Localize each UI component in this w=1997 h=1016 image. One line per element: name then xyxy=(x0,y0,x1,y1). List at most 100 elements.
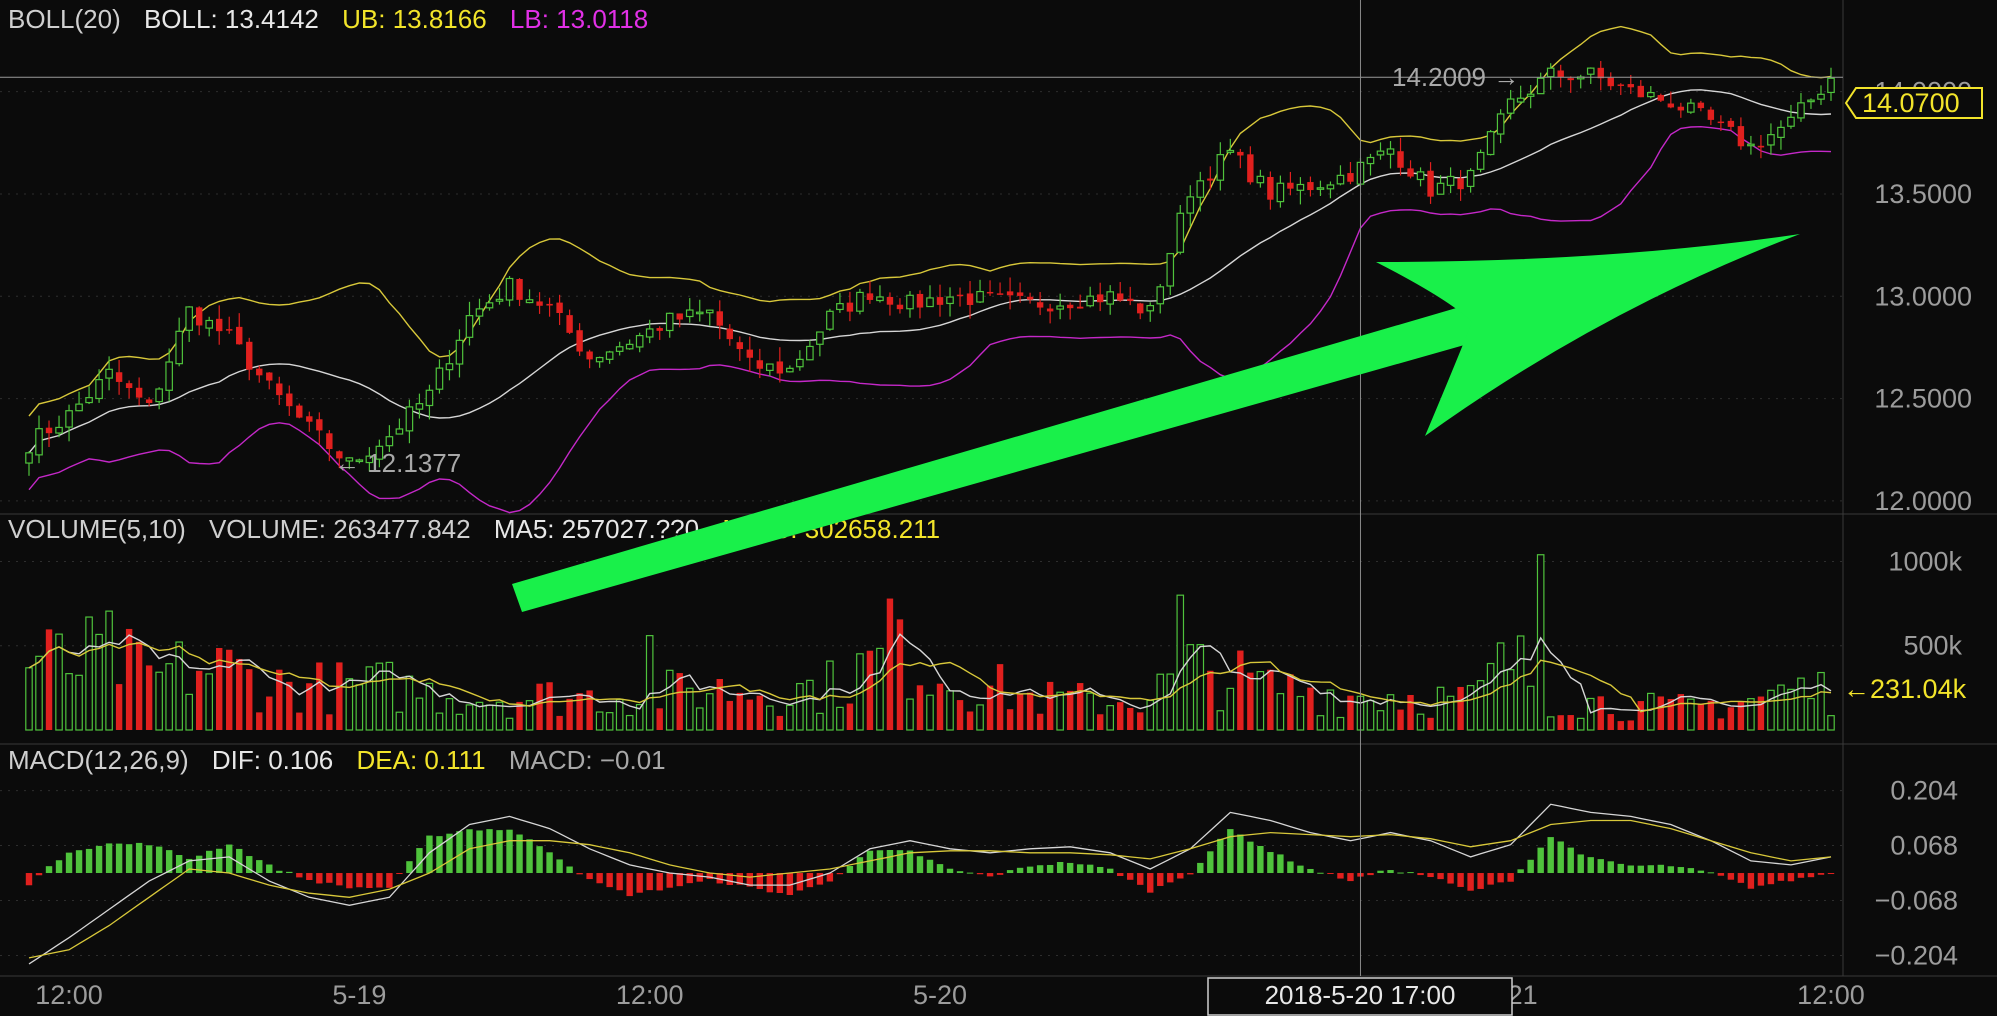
volume-bar-up xyxy=(705,693,714,731)
macd-bar-positive xyxy=(1076,864,1084,874)
macd-bar-positive xyxy=(1016,867,1024,874)
macd-bar-positive xyxy=(556,859,563,874)
volume-bar-down xyxy=(276,669,283,730)
candle-body-up xyxy=(856,291,864,312)
volume-bar-down xyxy=(716,678,723,730)
candle-body-up xyxy=(695,311,704,315)
volume-bar-down xyxy=(125,628,133,730)
macd-bar-positive xyxy=(226,844,233,874)
candle-body-up xyxy=(1056,305,1064,310)
volume-bar-up xyxy=(1196,644,1205,731)
candle-body-up xyxy=(1386,148,1395,155)
candle-body-down xyxy=(516,279,523,300)
volume-bar-down xyxy=(1657,696,1665,730)
macd-bar-positive xyxy=(85,848,93,874)
candle-body-down xyxy=(866,293,874,300)
macd-bar-negative xyxy=(1757,873,1765,886)
candle-body-down xyxy=(1617,84,1624,86)
candle-body-up xyxy=(1526,93,1535,97)
volume-bar-down xyxy=(1567,715,1574,730)
macd-bar-positive xyxy=(1056,861,1064,874)
macd-bar-negative xyxy=(776,873,784,894)
low-price-annotation: ← 12.1377 xyxy=(334,448,461,478)
volume-bar-up xyxy=(1576,717,1585,731)
macd-bar-negative xyxy=(586,873,593,880)
volume-bar-up xyxy=(1316,715,1325,731)
volume-bar-down xyxy=(746,699,754,730)
candle-body-up xyxy=(365,455,374,464)
macd-bar-positive xyxy=(1096,866,1104,874)
macd-histogram[interactable] xyxy=(25,829,1835,897)
candle-body-down xyxy=(1707,109,1715,120)
macd-bar-positive xyxy=(466,829,473,874)
volume-bar-down xyxy=(1737,701,1745,730)
candle-body-down xyxy=(1207,178,1214,181)
candle-body-down xyxy=(776,361,784,374)
candle-body-up xyxy=(705,309,714,314)
volume-value: VOLUME: 263477.842 xyxy=(209,514,471,544)
macd-dif-line xyxy=(28,803,1832,965)
volume-bar-down xyxy=(286,681,293,730)
candle-body-down xyxy=(115,372,123,382)
candle-body-down xyxy=(896,304,904,310)
volume-bar-up xyxy=(786,704,794,731)
macd-bar-negative xyxy=(1477,873,1484,889)
candle-body-down xyxy=(1237,151,1244,156)
volume-bar-down xyxy=(1397,709,1404,730)
macd-bar-negative xyxy=(1737,873,1745,883)
boll-header: BOLL(20) BOLL: 13.4142 UB: 13.8166 LB: 1… xyxy=(8,4,648,34)
candle-body-down xyxy=(566,315,573,333)
candle-body-up xyxy=(25,452,33,464)
macd-bar-positive xyxy=(1297,865,1304,874)
macd-bar-positive xyxy=(896,850,904,874)
volume-bar-up xyxy=(395,711,404,731)
volume-bar-down xyxy=(256,712,263,730)
volume-bar-down xyxy=(226,649,233,730)
volume-bar-up xyxy=(485,704,494,731)
volume-bar-up xyxy=(425,682,434,731)
macd-bar-positive xyxy=(1317,872,1324,874)
macd-bar-negative xyxy=(816,873,824,885)
macd-header: MACD(12,26,9) DIF: 0.106 DEA: 0.111 MACD… xyxy=(8,745,666,775)
volume-bar-down xyxy=(195,670,203,730)
candle-body-up xyxy=(1767,134,1775,146)
macd-bar-positive xyxy=(1307,868,1314,874)
macd-bar-negative xyxy=(736,873,743,885)
macd-bar-negative xyxy=(1137,873,1144,885)
candlesticks[interactable] xyxy=(25,61,1835,476)
macd-bar-positive xyxy=(1257,845,1264,874)
macd-bar-negative xyxy=(376,873,383,888)
volume-bar-down xyxy=(1016,694,1024,730)
volume-bar-down xyxy=(145,665,153,730)
volume-bar-down xyxy=(916,685,924,730)
candle-body-up xyxy=(816,331,824,345)
volume-bar-up xyxy=(1466,684,1475,731)
candle-body-down xyxy=(1627,84,1634,88)
crosshair-time-value: 2018‑5‑20 17:00 xyxy=(1265,980,1456,1010)
candle-body-up xyxy=(1316,187,1325,190)
volume-bar-up xyxy=(876,647,884,731)
volume-bar-up xyxy=(495,701,504,731)
candle-body-down xyxy=(1397,151,1404,168)
candle-body-down xyxy=(756,360,764,369)
volume-bar-down xyxy=(1667,699,1675,730)
candle-body-down xyxy=(736,342,743,350)
macd-bar-positive xyxy=(65,852,73,874)
macd-bar-negative xyxy=(836,873,844,875)
macd-bar-negative xyxy=(656,873,663,891)
volume-bar-down xyxy=(1557,715,1564,730)
candle-body-up xyxy=(605,351,614,360)
candle-body-up xyxy=(1817,93,1825,100)
candle-body-up xyxy=(645,328,654,338)
volume-bar-up xyxy=(685,687,694,731)
volume-bars[interactable] xyxy=(25,554,1835,731)
volume-bar-down xyxy=(656,708,663,730)
time-tick-label: 5‑20 xyxy=(913,980,967,1010)
candle-body-up xyxy=(175,330,183,365)
macd-lines xyxy=(28,803,1832,965)
macd-bar-negative xyxy=(1337,873,1344,879)
macd-tick-label: −0.068 xyxy=(1875,885,1958,915)
macd-bar-positive xyxy=(906,850,914,874)
macd-bar-negative xyxy=(1417,873,1424,876)
